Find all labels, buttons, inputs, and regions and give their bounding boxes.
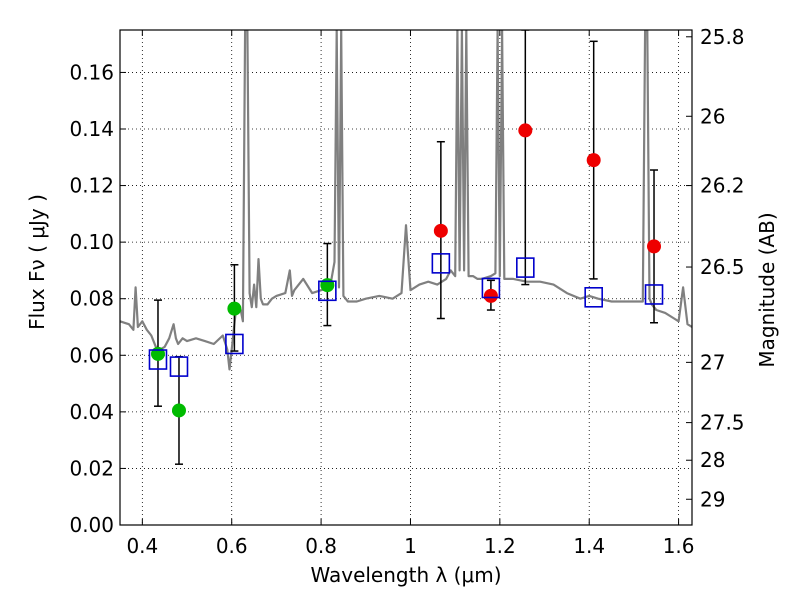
y-tick-label: 0.14 xyxy=(69,117,114,141)
data-point-circle xyxy=(586,153,601,168)
x-axis-label: Wavelength λ (μm) xyxy=(310,563,501,587)
right-axis-label: Magnitude (AB) xyxy=(755,212,779,367)
x-tick-label: 0.6 xyxy=(216,534,248,558)
x-tick-label: 0.8 xyxy=(305,534,337,558)
data-point-square xyxy=(584,286,603,308)
data-point-square xyxy=(644,284,664,305)
y-tick-label: 0.12 xyxy=(69,174,114,198)
y-tick-label: 0.02 xyxy=(69,456,114,480)
data-point-square xyxy=(318,280,337,302)
x-tick-labels: 0.4 0.6 0.8 1 1.2 1.4 1.6 xyxy=(126,534,694,558)
y-tick-label: 0.08 xyxy=(69,287,114,311)
y-tick-labels: 0.00 0.02 0.04 0.06 0.08 0.10 0.12 0.14 0.16 xyxy=(69,60,114,537)
data-point-circle xyxy=(171,403,186,418)
data-point-square xyxy=(431,253,451,274)
data-point-circle xyxy=(518,123,533,138)
data-point-square xyxy=(225,333,244,355)
y-tick-label: 0.16 xyxy=(69,60,114,84)
right-tick-label: 26.2 xyxy=(700,174,745,198)
data-point-circle xyxy=(483,288,498,303)
y-tick-label: 0.00 xyxy=(69,513,114,537)
data-point-square xyxy=(148,349,168,370)
marker-layer xyxy=(148,123,664,418)
right-tick-label: 27 xyxy=(700,350,725,374)
data-point-square xyxy=(516,257,535,278)
y-tick-label: 0.10 xyxy=(69,230,114,254)
spectrum-line xyxy=(120,30,692,371)
right-tick-label: 25.8 xyxy=(700,25,745,49)
right-tick-label: 27.5 xyxy=(700,411,745,435)
right-tick-label: 29 xyxy=(700,487,725,511)
right-tick-label: 28 xyxy=(700,448,725,472)
x-tick-label: 0.4 xyxy=(126,534,158,558)
right-tick-labels: 25.8 26 26.2 26.5 27 27.5 28 29 xyxy=(700,25,745,511)
data-point-circle xyxy=(227,301,242,316)
errorbar xyxy=(521,30,530,286)
data-point-square xyxy=(169,356,189,377)
y-axis-label: Flux Fν ( μJy ) xyxy=(25,194,49,330)
x-tick-label: 1.6 xyxy=(663,534,695,558)
spectrum-layer xyxy=(120,30,692,371)
data-point-square xyxy=(481,277,501,299)
data-point-circle xyxy=(647,239,662,254)
y-tick-label: 0.04 xyxy=(69,400,114,424)
tick-marks xyxy=(120,30,692,526)
x-tick-label: 1 xyxy=(404,534,417,558)
x-tick-label: 1.4 xyxy=(573,534,605,558)
right-tick-label: 26.5 xyxy=(700,255,745,279)
plot-frame xyxy=(119,29,693,526)
data-point-circle xyxy=(320,278,335,293)
data-point-circle xyxy=(433,223,448,238)
data-point-circle xyxy=(150,346,165,361)
right-tick-label: 26 xyxy=(700,104,725,128)
x-tick-label: 1.2 xyxy=(484,534,516,558)
y-tick-label: 0.06 xyxy=(69,343,114,367)
